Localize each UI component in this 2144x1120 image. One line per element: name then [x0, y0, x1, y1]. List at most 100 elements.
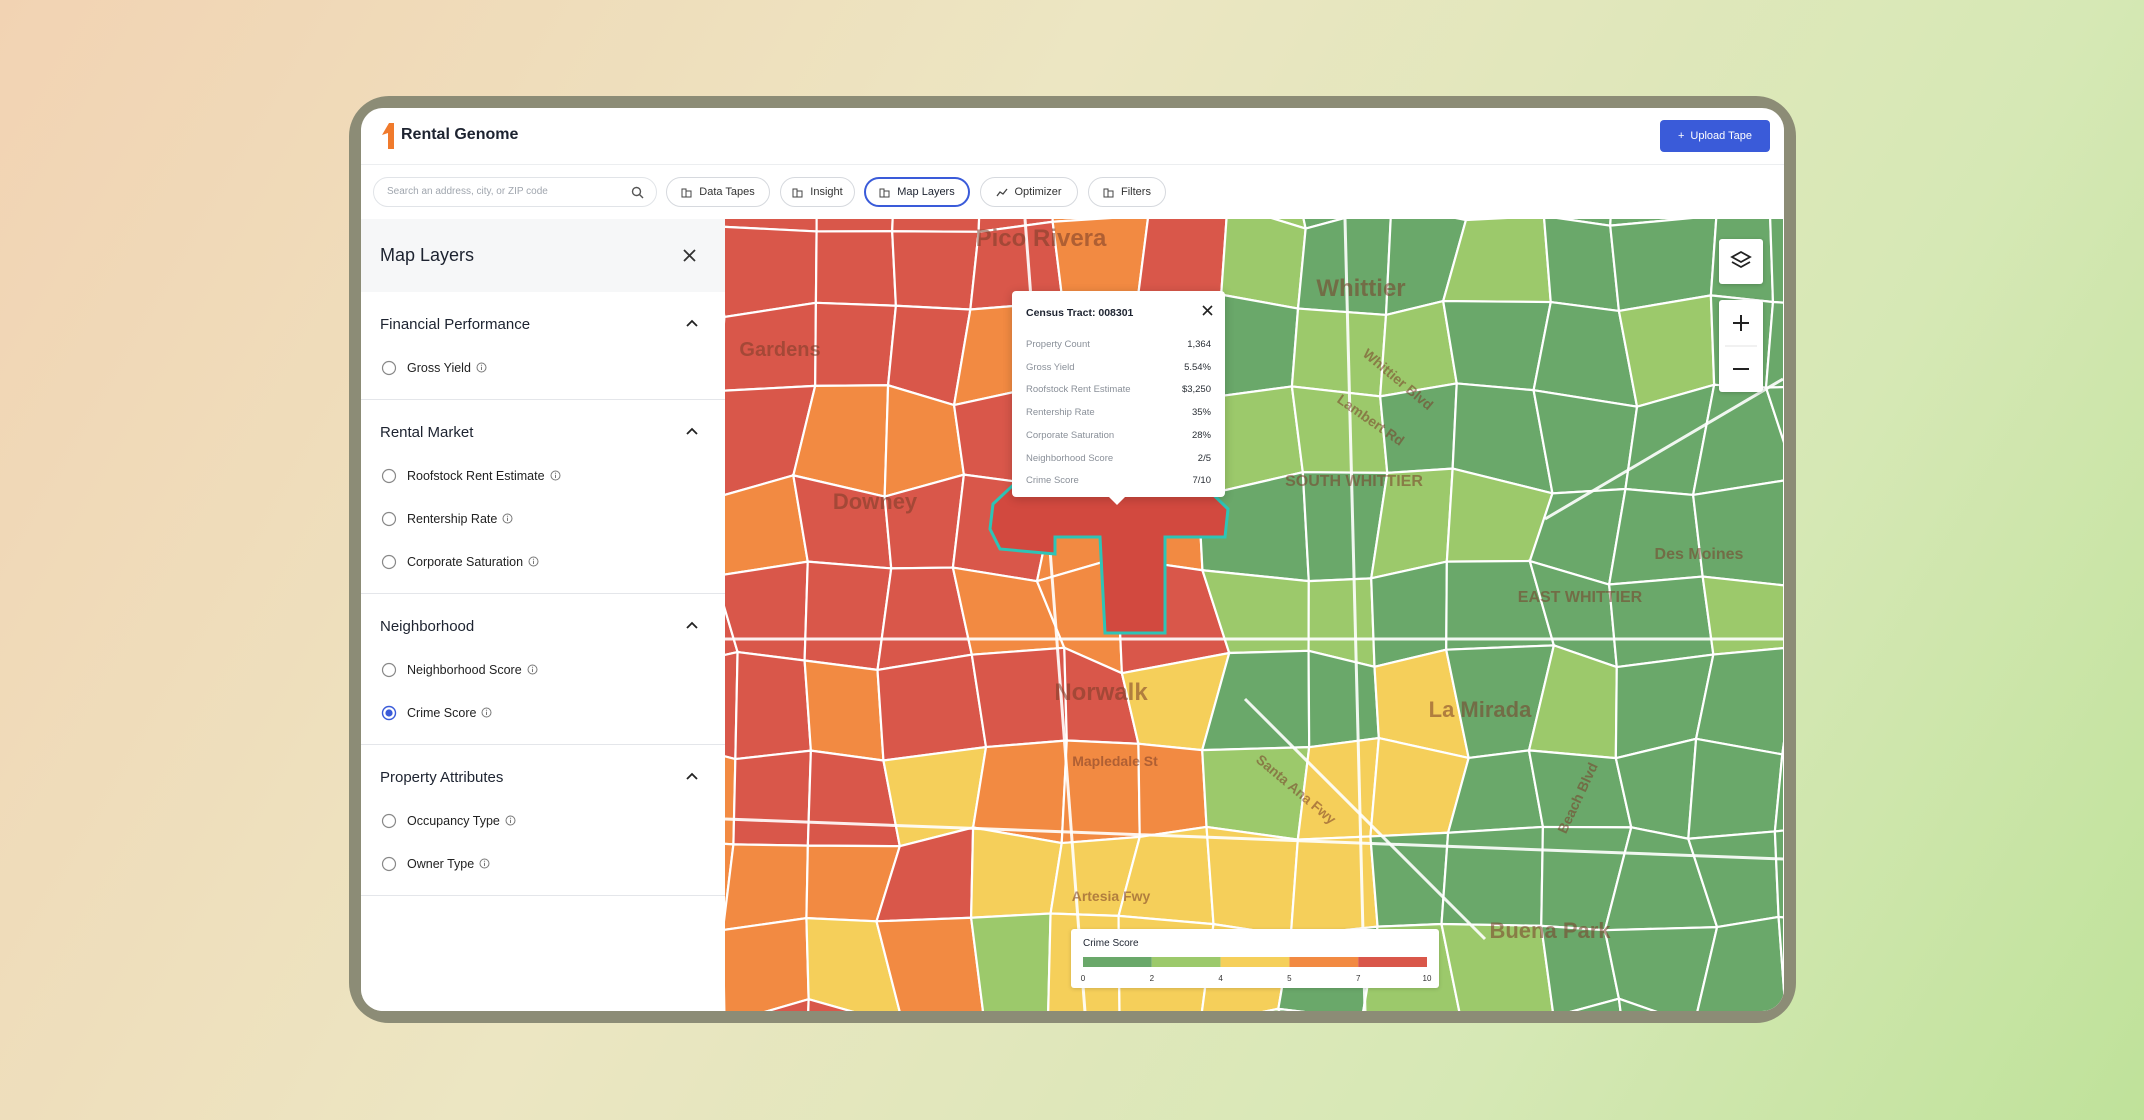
popup-close[interactable]: [1202, 305, 1213, 316]
tract[interactable]: [969, 912, 1052, 1011]
map-label: Norwalk: [1054, 679, 1148, 706]
tract[interactable]: [1769, 219, 1783, 307]
tract[interactable]: [1289, 835, 1379, 938]
tract[interactable]: [1691, 479, 1783, 587]
device-frame: Rental Genome + Upload Tape Search an add…: [349, 96, 1796, 1023]
road: [1243, 697, 1487, 941]
tract[interactable]: [1773, 744, 1783, 833]
popup-value: 1,364: [1187, 339, 1211, 350]
toolbar-button[interactable]: Insight: [780, 177, 855, 207]
tract[interactable]: [1764, 300, 1783, 389]
tract[interactable]: [1781, 647, 1783, 756]
tract[interactable]: [1276, 1007, 1377, 1011]
option-label: Rentership Rate: [407, 511, 498, 526]
popup-label: Rentership Rate: [1026, 407, 1095, 419]
tract[interactable]: [1370, 560, 1448, 669]
tract[interactable]: [969, 826, 1063, 919]
tract[interactable]: [1764, 385, 1783, 479]
sidebar-section: Neighborhood Neighborhood Score Crime Scor…: [361, 594, 725, 745]
zoom-icons[interactable]: [1719, 300, 1763, 392]
legend-tick: 7: [1355, 974, 1361, 983]
layer-option[interactable]: Rentership Rate: [361, 497, 725, 540]
tract[interactable]: [725, 916, 810, 1011]
info-icon: [476, 362, 487, 373]
tract[interactable]: [1687, 737, 1783, 840]
radio-button: [381, 468, 397, 483]
popup-label: Property Count: [1026, 339, 1090, 350]
tract[interactable]: [1543, 219, 1621, 313]
tract[interactable]: [734, 650, 813, 761]
popup-row: Roofstock Rent Estimate $3,250: [1026, 384, 1211, 395]
layer-option[interactable]: Gross Yield: [361, 346, 725, 389]
search-box[interactable]: Search an address, city, or ZIP code: [373, 177, 657, 207]
toolbar-button[interactable]: Filters: [1088, 177, 1166, 207]
tract[interactable]: [891, 230, 980, 311]
option-label: Neighborhood Score: [407, 662, 522, 677]
radio-button: [381, 813, 397, 828]
layer-option[interactable]: Crime Score: [361, 691, 725, 734]
tract[interactable]: [1532, 388, 1639, 495]
tract[interactable]: [814, 301, 898, 387]
tract[interactable]: [1441, 299, 1553, 392]
tract[interactable]: [725, 843, 809, 931]
layer-option[interactable]: Roofstock Rent Estimate: [361, 454, 725, 497]
tract[interactable]: [1307, 649, 1380, 749]
section-header[interactable]: Property Attributes: [361, 745, 725, 799]
tract[interactable]: [803, 560, 893, 672]
tract[interactable]: [805, 997, 903, 1011]
tract[interactable]: [1603, 925, 1719, 1011]
button-label: Insight: [810, 186, 843, 198]
tract[interactable]: [725, 225, 818, 319]
tract[interactable]: [805, 916, 903, 1011]
tract[interactable]: [1777, 915, 1783, 1011]
tract[interactable]: [725, 560, 809, 662]
layers-icon: [1730, 250, 1752, 269]
popup-label: Neighborhood Score: [1026, 452, 1114, 464]
section-header[interactable]: Financial Performance: [361, 292, 725, 346]
radio-button: [381, 705, 397, 720]
layer-option[interactable]: Neighborhood Score: [361, 648, 725, 691]
tract[interactable]: [1526, 997, 1631, 1011]
upload-button[interactable]: + Upload Tape: [1660, 120, 1770, 152]
map-canvas: Pico Rivera Whittier Gardens Downey SOUTH WH…: [725, 219, 1783, 1011]
section-header[interactable]: Rental Market: [361, 400, 725, 454]
legend-tick: 0: [1080, 974, 1086, 983]
tract[interactable]: [803, 659, 885, 762]
tract[interactable]: [1701, 575, 1783, 656]
tract[interactable]: [1296, 736, 1381, 841]
tract[interactable]: [891, 219, 982, 233]
option-label-wrap: Corporate Saturation: [407, 555, 539, 569]
tract[interactable]: [814, 230, 898, 307]
popup-value: 2/5: [1197, 452, 1211, 464]
tract[interactable]: [1440, 922, 1554, 1011]
layer-option[interactable]: Owner Type: [361, 842, 725, 885]
tract[interactable]: [876, 653, 988, 762]
tract[interactable]: [815, 219, 896, 233]
popup-value: 5.54%: [1184, 361, 1211, 373]
toolbar-button[interactable]: Data Tapes: [666, 177, 770, 207]
tract[interactable]: [732, 749, 813, 847]
layer-option[interactable]: Occupancy Type: [361, 799, 725, 842]
layer-option[interactable]: Corporate Saturation: [361, 540, 725, 583]
map[interactable]: Pico Rivera Whittier Gardens Downey SOUTH WH…: [725, 219, 1783, 1011]
option-label: Roofstock Rent Estimate: [407, 468, 545, 483]
button-label: Map Layers: [897, 186, 955, 198]
tract[interactable]: [725, 997, 810, 1011]
tract[interactable]: [1617, 997, 1694, 1011]
layers-button[interactable]: [1719, 239, 1763, 284]
tract[interactable]: [1220, 219, 1307, 310]
popup-value: 35%: [1191, 407, 1211, 419]
tract[interactable]: [1694, 915, 1783, 1011]
toolbar-button[interactable]: Optimizer: [980, 177, 1078, 207]
tract[interactable]: [1607, 487, 1704, 586]
tract[interactable]: [1205, 825, 1299, 938]
tract[interactable]: [1200, 1007, 1305, 1011]
section-title: Neighborhood: [380, 618, 475, 635]
tract[interactable]: [875, 916, 985, 1011]
radio-button: [381, 662, 397, 677]
close-button[interactable]: [683, 249, 696, 262]
tract[interactable]: [1773, 821, 1783, 925]
toolbar-button[interactable]: Map Layers: [864, 177, 970, 207]
section-header[interactable]: Neighborhood: [361, 594, 725, 648]
tract[interactable]: [970, 646, 1068, 749]
